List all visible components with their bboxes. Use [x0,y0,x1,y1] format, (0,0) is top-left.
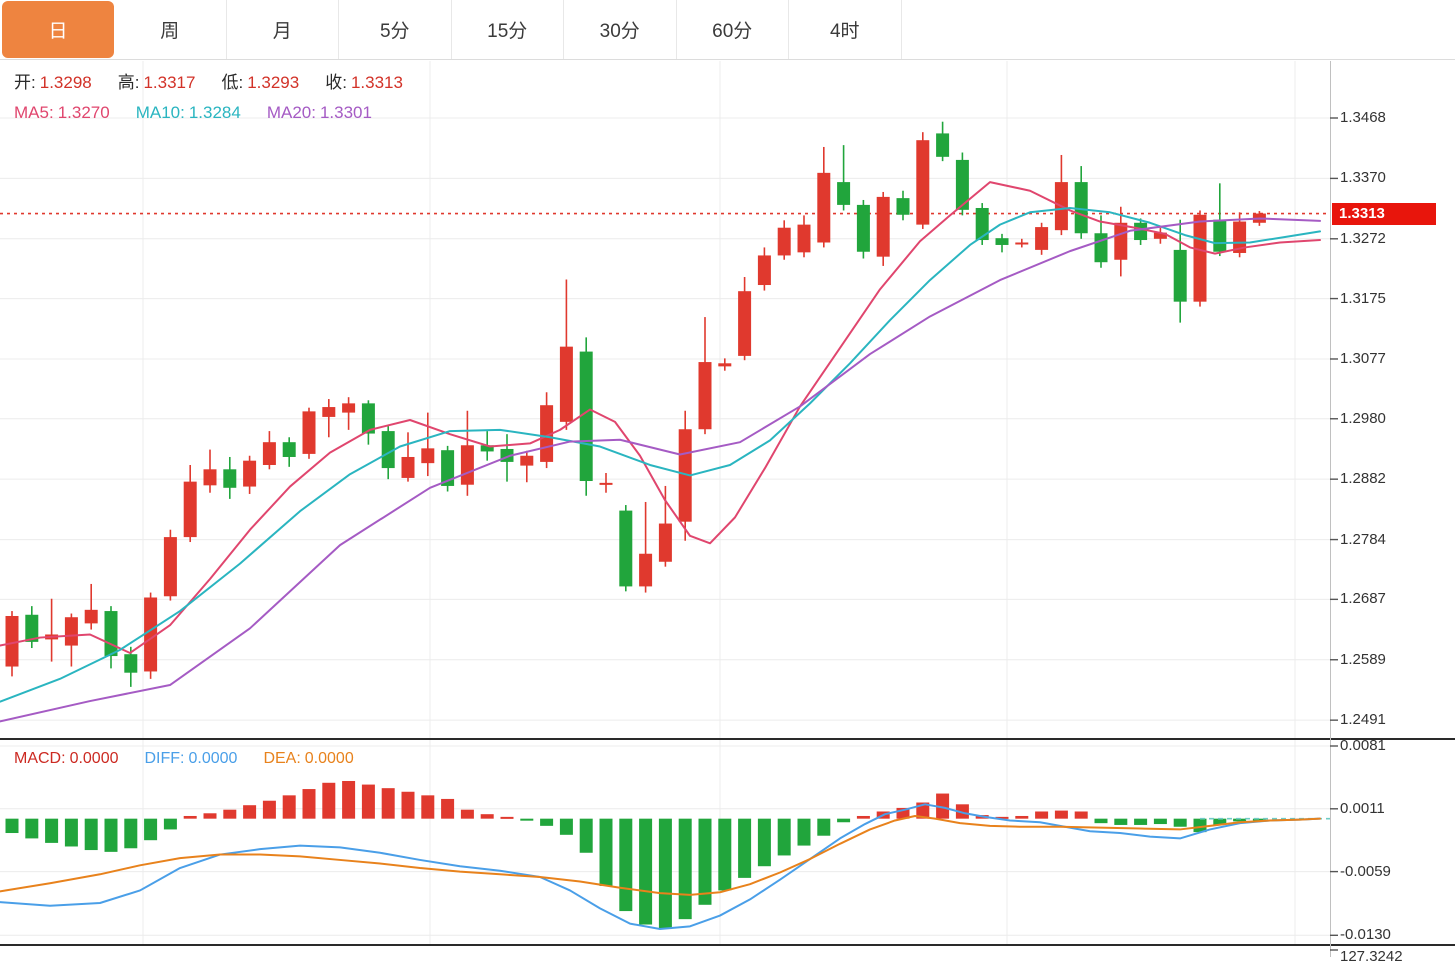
macd-lines-layer [0,803,1321,931]
tab-timeframe-3[interactable]: 5分 [339,0,452,59]
diff-line [0,803,1321,931]
ma-lines-layer [0,181,1321,723]
tab-timeframe-2[interactable]: 月 [226,0,339,59]
dea-line [0,814,1321,896]
timeframe-tabbar: 日周月 5分 15分 30分 60分 4时 [0,0,1455,60]
tab-timeframe-7[interactable]: 4时 [789,0,902,59]
candles-layer [5,121,1266,687]
ma20-line [0,217,1321,723]
tab-timeframe-5[interactable]: 30分 [564,0,677,59]
ma5-line [0,181,1321,654]
tab-timeframe-4[interactable]: 15分 [451,0,564,59]
tab-timeframe-0[interactable]: 日 [2,1,114,58]
frame-layer [0,61,1455,957]
ma10-line [0,206,1321,703]
tab-timeframe-6[interactable]: 60分 [676,0,789,59]
last-price-tag: 1.3313 [1332,202,1436,225]
tab-timeframe-1[interactable]: 周 [114,0,227,59]
